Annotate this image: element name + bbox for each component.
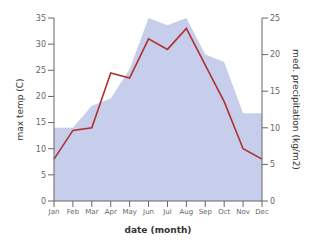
svg-text:Oct: Oct [218, 208, 230, 216]
svg-text:15: 15 [270, 87, 280, 96]
svg-text:Feb: Feb [67, 208, 80, 216]
svg-text:15: 15 [36, 118, 46, 127]
svg-text:10: 10 [270, 124, 280, 133]
svg-text:20: 20 [270, 50, 280, 59]
svg-text:35: 35 [36, 14, 46, 23]
svg-text:Mar: Mar [85, 208, 98, 216]
svg-text:Nov: Nov [236, 208, 250, 216]
svg-text:Aug: Aug [180, 208, 194, 216]
svg-text:0: 0 [41, 197, 46, 206]
svg-text:25: 25 [36, 66, 46, 75]
svg-text:Sep: Sep [199, 208, 213, 216]
svg-text:0: 0 [270, 197, 275, 206]
svg-text:10: 10 [36, 145, 46, 154]
svg-text:date (month): date (month) [125, 225, 192, 235]
svg-text:30: 30 [36, 40, 46, 49]
svg-text:5: 5 [270, 160, 275, 169]
svg-text:Apr: Apr [105, 208, 117, 216]
svg-text:Jan: Jan [48, 208, 60, 216]
svg-text:May: May [122, 208, 136, 216]
svg-text:Jun: Jun [142, 208, 154, 216]
svg-text:max temp (C): max temp (C) [15, 78, 25, 140]
svg-text:med. precipitation (kg/m2): med. precipitation (kg/m2) [291, 49, 301, 170]
svg-text:Jul: Jul [162, 208, 172, 216]
svg-text:5: 5 [41, 171, 46, 180]
svg-text:20: 20 [36, 92, 46, 101]
svg-text:25: 25 [270, 14, 280, 23]
svg-text:Dec: Dec [255, 208, 269, 216]
